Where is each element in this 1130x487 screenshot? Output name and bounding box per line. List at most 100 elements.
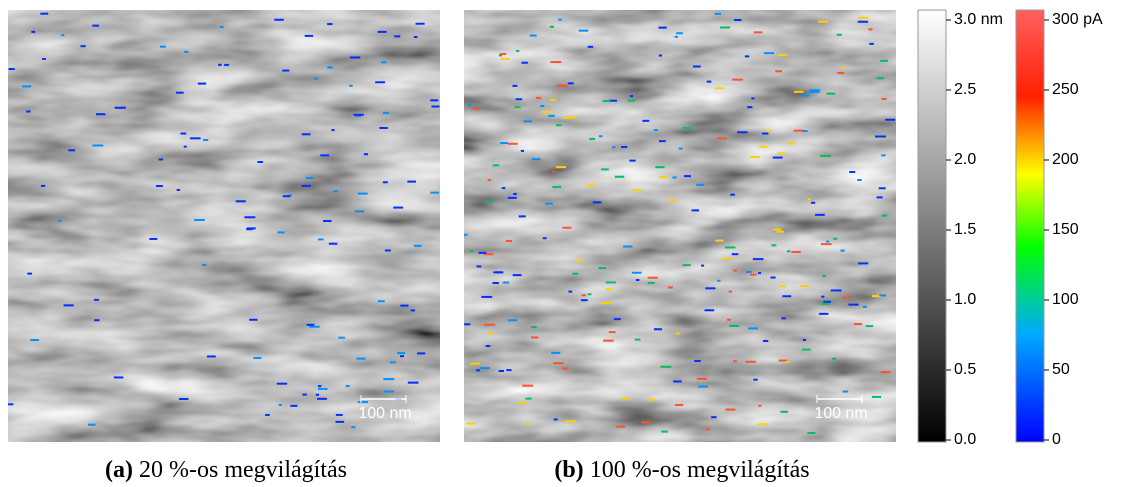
current-speck	[550, 26, 554, 28]
current-speck	[885, 119, 895, 121]
current-speck	[473, 108, 480, 110]
current-speck	[333, 190, 338, 192]
current-speck	[384, 390, 394, 392]
current-speck	[552, 186, 561, 188]
current-speck	[737, 131, 748, 133]
current-speck	[530, 35, 537, 37]
current-speck	[811, 202, 815, 204]
current-speck	[327, 23, 332, 25]
current-speck	[464, 323, 470, 325]
current-speck	[58, 220, 61, 222]
current-speck	[327, 66, 333, 68]
current-speck	[715, 13, 721, 15]
current-speck	[720, 26, 730, 28]
current-speck	[383, 112, 389, 114]
current-speck	[302, 394, 306, 396]
current-speck	[176, 92, 184, 94]
current-speck	[68, 149, 75, 151]
current-speck	[476, 265, 481, 267]
current-speck	[588, 46, 593, 48]
current-speck	[531, 326, 537, 328]
current-speck	[64, 304, 74, 306]
current-speck	[385, 249, 391, 251]
current-speck	[430, 99, 438, 101]
current-speck	[882, 215, 887, 217]
colorbar-tick-label: 50	[1052, 361, 1070, 378]
current-speck	[314, 78, 318, 80]
current-speck	[411, 309, 415, 311]
current-speck	[331, 129, 334, 131]
current-speck	[531, 337, 538, 339]
current-speck	[554, 418, 558, 420]
current-speck	[821, 243, 832, 245]
current-speck	[358, 401, 368, 403]
current-speck	[92, 144, 103, 146]
current-speck	[726, 409, 736, 411]
current-speck	[693, 66, 701, 68]
current-speck	[556, 166, 566, 168]
current-speck	[762, 133, 768, 135]
current-speck	[676, 333, 680, 335]
current-speck	[705, 287, 715, 289]
current-speck	[586, 184, 595, 186]
current-speck	[780, 411, 788, 413]
current-speck	[773, 157, 783, 159]
current-speck	[470, 363, 480, 365]
current-speck	[802, 95, 810, 97]
current-speck	[548, 115, 555, 117]
current-speck	[831, 289, 842, 291]
current-speck	[279, 404, 282, 406]
current-speck	[633, 189, 642, 191]
current-speck	[672, 177, 676, 179]
current-speck	[558, 19, 562, 21]
current-speck	[541, 111, 551, 113]
current-speck	[880, 60, 888, 62]
current-speck	[877, 77, 884, 79]
current-speck	[773, 228, 781, 230]
current-speck	[745, 361, 755, 363]
current-speck	[841, 66, 846, 68]
current-speck	[683, 264, 691, 266]
current-speck	[675, 36, 678, 38]
current-speck	[190, 137, 200, 139]
current-speck	[746, 271, 752, 273]
current-speck	[358, 193, 368, 195]
current-speck	[94, 299, 99, 301]
current-speck	[659, 140, 666, 142]
current-speck	[61, 34, 64, 36]
current-speck	[683, 127, 691, 129]
colorbar-tick-label: 0	[1052, 431, 1061, 448]
current-speck	[536, 97, 541, 99]
height-colorbar	[918, 10, 946, 442]
current-speck	[318, 385, 321, 387]
current-speck	[589, 138, 595, 140]
current-speck	[759, 146, 768, 148]
current-speck	[729, 325, 739, 327]
current-speck	[156, 185, 163, 187]
current-speck	[466, 423, 475, 425]
current-speck	[668, 200, 677, 202]
current-speck	[655, 166, 664, 168]
current-speck	[698, 386, 708, 388]
current-speck	[88, 424, 96, 426]
current-speck	[500, 53, 506, 55]
colorbar-tick-label: 250	[1052, 81, 1079, 98]
current-speck	[701, 265, 704, 267]
current-speck	[253, 357, 261, 359]
current-speck	[840, 250, 844, 252]
colorbar-tick-label: 100	[1052, 291, 1079, 308]
current-speck	[351, 426, 355, 428]
current-speck	[658, 27, 666, 29]
current-speck	[748, 327, 758, 329]
current-speck	[27, 273, 32, 275]
current-speck	[609, 331, 616, 333]
current-speck	[486, 200, 494, 202]
current-speck	[763, 340, 768, 342]
scale-bar-label: 100 nm	[814, 405, 867, 422]
current-speck	[416, 23, 425, 25]
current-speck	[390, 361, 396, 363]
current-speck	[249, 319, 257, 321]
current-speck	[282, 70, 289, 72]
current-speck	[730, 194, 735, 196]
current-speck	[854, 323, 862, 325]
